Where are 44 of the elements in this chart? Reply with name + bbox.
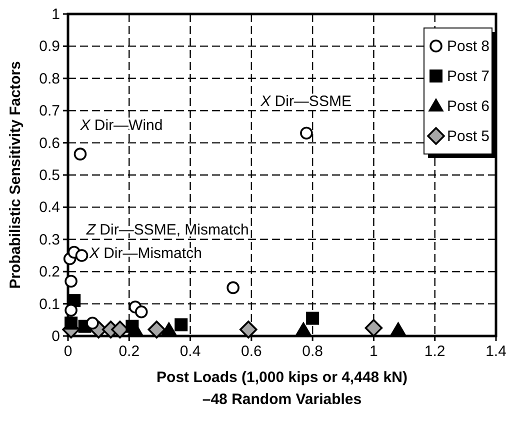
point <box>226 281 240 294</box>
legend-label: Post 8 <box>447 38 490 55</box>
x-tick-label: 0.6 <box>241 343 262 360</box>
y-tick-label: 0.9 <box>39 38 60 56</box>
x-tick-label: 0.2 <box>118 343 140 360</box>
point <box>300 126 313 140</box>
point <box>74 148 87 160</box>
y-tick-label: 0.5 <box>39 167 60 184</box>
point <box>64 304 78 317</box>
x-axis-title: Post Loads (1,000 kips or 4,448 kN) –48 Random Variables <box>156 369 408 408</box>
point <box>306 312 320 325</box>
point <box>390 322 406 336</box>
y-axis-title: Probabilistic Sensitivity Factors <box>7 61 24 289</box>
point <box>148 320 166 338</box>
point <box>239 320 258 338</box>
x-tick-label: 0.8 <box>302 343 323 360</box>
point <box>126 320 139 333</box>
y-tick-label: 0.7 <box>39 102 60 120</box>
y-tick-label: 0.4 <box>39 199 60 216</box>
legend-label: Post 5 <box>447 128 490 145</box>
point <box>75 249 88 262</box>
y-tick-label: 0.1 <box>39 296 60 313</box>
y-tick-label: 1 <box>52 6 60 23</box>
x-tick-label: 1.4 <box>486 343 506 360</box>
y-tick-label: 0.8 <box>39 70 60 88</box>
point <box>364 319 383 337</box>
x-tick-label: 1.2 <box>424 343 446 360</box>
legend-label: Post 6 <box>447 98 490 115</box>
point <box>134 305 148 318</box>
y-tick-label: 0.3 <box>39 231 60 248</box>
x-tick-label: 0 <box>64 343 72 360</box>
annotation: Z Dir—SSME, Mismatch <box>85 222 249 239</box>
annotation: X Dir—Mismatch <box>88 244 202 262</box>
y-tick-label: 0 <box>52 328 60 345</box>
y-tick-label: 0.2 <box>39 264 60 281</box>
point <box>64 316 78 330</box>
point <box>64 274 78 288</box>
y-tick-label: 0.6 <box>39 134 60 152</box>
x-tick-label: 1 <box>370 343 378 360</box>
x-tick-label: 0.4 <box>180 343 201 360</box>
point <box>174 318 188 332</box>
point <box>161 322 176 336</box>
legend-label: Post 7 <box>447 68 490 85</box>
point <box>296 322 311 336</box>
